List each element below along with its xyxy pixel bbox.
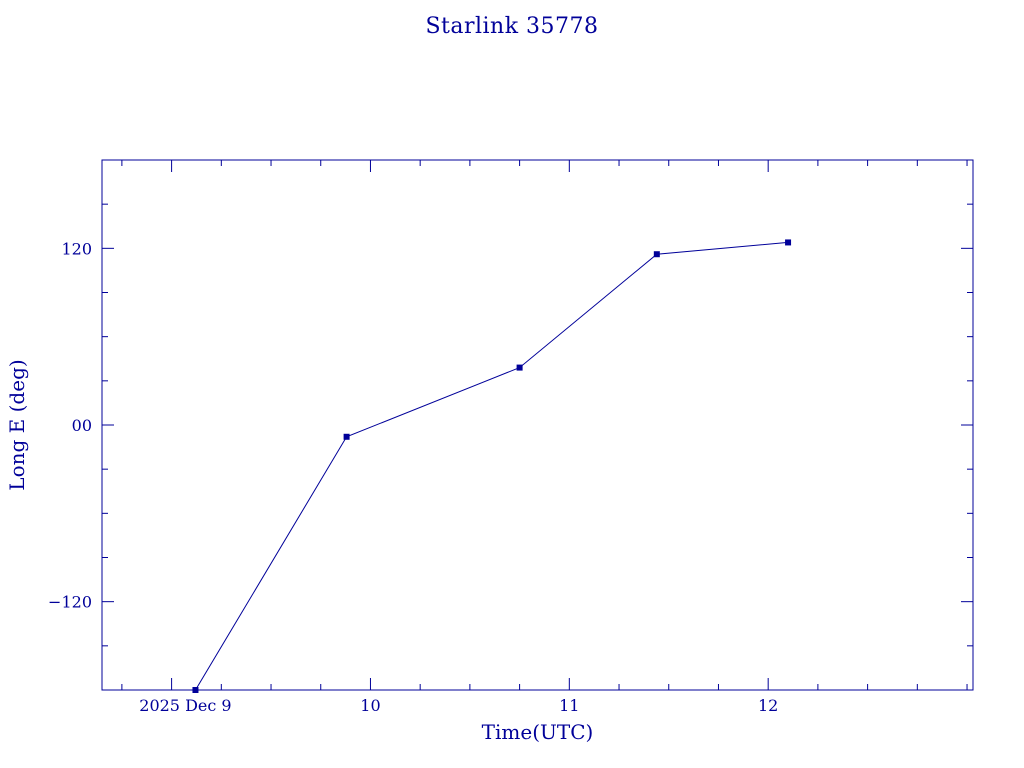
- chart-title: Starlink 35778: [425, 14, 599, 39]
- data-point: [192, 687, 199, 693]
- x-axis-label: Time(UTC): [482, 720, 594, 744]
- y-tick-label: 120: [61, 239, 92, 258]
- data-point: [785, 239, 792, 246]
- x-tick-label: 10: [360, 696, 380, 715]
- plot-frame: [101, 159, 974, 691]
- data-point: [653, 251, 660, 258]
- x-tick-label: 12: [758, 696, 778, 715]
- series-line: [195, 241, 789, 691]
- x-tick-label: 11: [559, 696, 579, 715]
- y-axis-label: Long E (deg): [5, 359, 29, 490]
- data-point: [343, 433, 350, 440]
- data-point: [516, 364, 523, 371]
- x-tick-label: 2025 Dec 9: [139, 696, 231, 715]
- y-tick-label: −120: [48, 593, 92, 612]
- y-tick-label: 00: [72, 416, 92, 435]
